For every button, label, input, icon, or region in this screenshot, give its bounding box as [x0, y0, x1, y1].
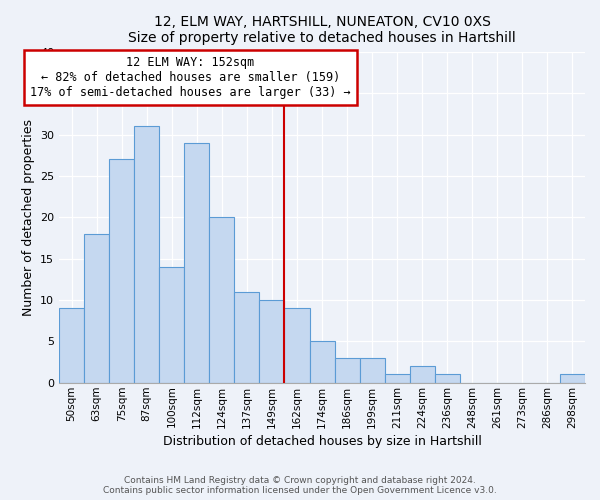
Bar [435, 374, 460, 382]
Bar [134, 126, 159, 382]
Bar [310, 342, 335, 382]
Text: Contains HM Land Registry data © Crown copyright and database right 2024.
Contai: Contains HM Land Registry data © Crown c… [103, 476, 497, 495]
Bar [59, 308, 84, 382]
Bar [159, 267, 184, 382]
Bar [385, 374, 410, 382]
Bar [560, 374, 585, 382]
Bar [235, 292, 259, 382]
Bar [109, 160, 134, 382]
Text: 12 ELM WAY: 152sqm
← 82% of detached houses are smaller (159)
17% of semi-detach: 12 ELM WAY: 152sqm ← 82% of detached hou… [30, 56, 351, 99]
Bar [84, 234, 109, 382]
X-axis label: Distribution of detached houses by size in Hartshill: Distribution of detached houses by size … [163, 434, 481, 448]
Y-axis label: Number of detached properties: Number of detached properties [22, 119, 35, 316]
Title: 12, ELM WAY, HARTSHILL, NUNEATON, CV10 0XS
Size of property relative to detached: 12, ELM WAY, HARTSHILL, NUNEATON, CV10 0… [128, 15, 516, 45]
Bar [359, 358, 385, 382]
Bar [209, 218, 235, 382]
Bar [410, 366, 435, 382]
Bar [335, 358, 359, 382]
Bar [184, 143, 209, 382]
Bar [259, 300, 284, 382]
Bar [284, 308, 310, 382]
